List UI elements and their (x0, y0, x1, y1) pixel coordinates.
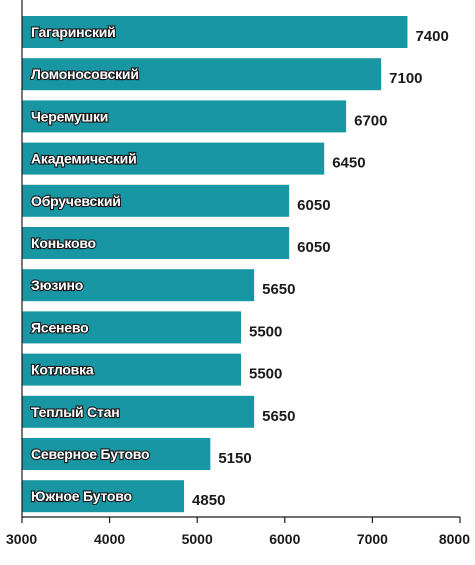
x-tick-label: 3000 (6, 531, 37, 547)
bar-category-label: Обручевский (31, 193, 121, 209)
x-tick-label: 4000 (94, 531, 125, 547)
bar (22, 353, 241, 386)
bar (22, 269, 255, 302)
bar-value-label: 6050 (297, 197, 330, 214)
bar-value-label: 6050 (297, 239, 330, 256)
bar-category-label: Гагаринский (31, 24, 116, 40)
bar-value-label: 4850 (192, 492, 225, 509)
bar (22, 184, 290, 217)
x-tick-label: 7000 (357, 531, 388, 547)
bar-value-label: 7400 (415, 28, 448, 45)
bar-value-label: 5150 (218, 450, 251, 467)
x-tick-label: 5000 (182, 531, 213, 547)
bar (22, 16, 408, 48)
bar (22, 311, 241, 344)
bar-category-label: Ясенево (31, 319, 88, 335)
bar-category-label: Коньково (31, 235, 96, 251)
bars-group: Гагаринский 7400 Ломоносовский 7100 Черемушк… (22, 16, 449, 513)
bar-category-label: Южное Бутово (31, 488, 132, 504)
bar (22, 480, 185, 513)
bar-value-label: 5650 (262, 408, 295, 425)
x-tick-label: 6000 (269, 531, 300, 547)
x-axis-ticks: 3000 4000 5000 6000 7000 8000 (6, 517, 470, 547)
x-tick-label: 8000 (439, 531, 470, 547)
bar-value-label: 7100 (389, 70, 422, 87)
bar-value-label: 5650 (262, 281, 295, 298)
bar (22, 100, 347, 133)
bar (22, 438, 211, 470)
bar (22, 142, 325, 175)
bar-value-label: 6700 (354, 112, 387, 129)
bar-value-label: 6450 (332, 155, 365, 172)
bar (22, 395, 255, 428)
bar-value-label: 5500 (249, 366, 282, 383)
bar-value-label: 5500 (249, 323, 282, 340)
bar-category-label: Академический (31, 151, 137, 167)
bar-category-label: Северное Бутово (31, 446, 149, 462)
bar-category-label: Зюзино (31, 277, 83, 293)
bar (22, 58, 382, 91)
bar-category-label: Черемушки (31, 108, 108, 124)
bar-category-label: Теплый Стан (31, 404, 119, 420)
bar-category-label: Котловка (31, 362, 94, 378)
bar (22, 227, 290, 259)
bar-category-label: Ломоносовский (31, 66, 139, 82)
